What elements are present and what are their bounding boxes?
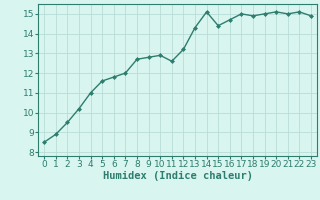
X-axis label: Humidex (Indice chaleur): Humidex (Indice chaleur) (103, 171, 252, 181)
